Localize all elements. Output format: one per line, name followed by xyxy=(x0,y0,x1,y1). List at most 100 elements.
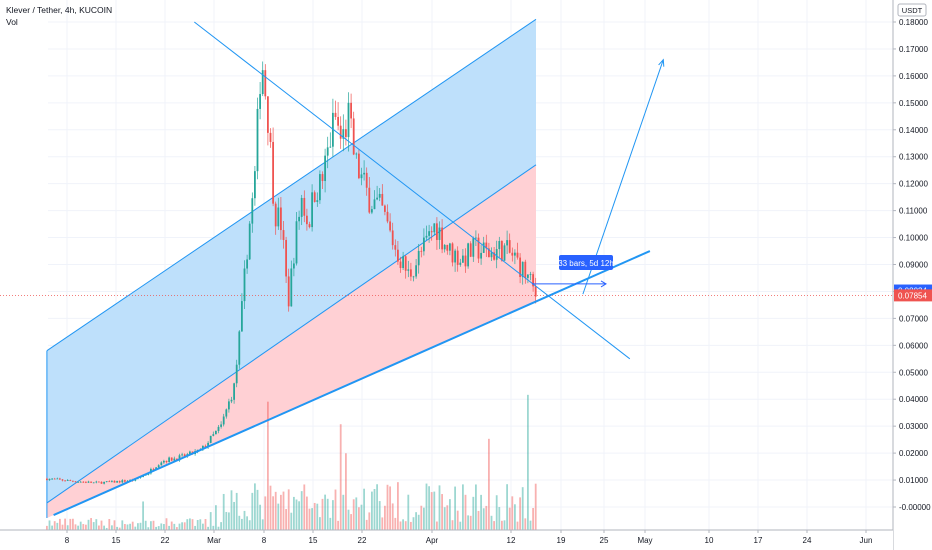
candle-body-183 xyxy=(521,261,524,277)
volume-bar-187 xyxy=(532,507,534,530)
volume-bar-3 xyxy=(53,521,56,530)
drawing-tools[interactable]: 33 bars, 5d 12h xyxy=(53,21,665,516)
volume-bar-22 xyxy=(103,525,105,530)
x-tick-label-0: 8 xyxy=(65,536,70,545)
volume-bar-184 xyxy=(524,518,527,530)
volume-bar-55 xyxy=(189,518,191,530)
chart-legend: Klever / Tether, 4h, KUCOIN Vol xyxy=(6,4,112,28)
volume-bar-122 xyxy=(363,488,365,530)
volume-bar-120 xyxy=(358,507,360,530)
volume-bar-125 xyxy=(371,491,373,530)
volume-bar-138 xyxy=(404,521,407,530)
volume-bar-94 xyxy=(290,512,293,530)
volume-bar-4 xyxy=(56,522,59,530)
y-tick-label-5: 0.13000 xyxy=(899,153,928,162)
volume-bar-53 xyxy=(183,522,186,530)
x-tick-label-8: 12 xyxy=(507,536,516,545)
candle-body-52 xyxy=(181,454,183,456)
support-trendline xyxy=(53,250,651,516)
volume-bar-144 xyxy=(420,505,423,530)
candle-body-93 xyxy=(287,276,290,307)
candle-body-174 xyxy=(498,241,501,250)
candle-body-175 xyxy=(501,241,503,261)
candle-body-102 xyxy=(311,192,313,228)
x-tick-label-5: 15 xyxy=(309,536,318,545)
candle-body-116 xyxy=(347,102,350,138)
candle-body-178 xyxy=(508,240,511,253)
candle-body-173 xyxy=(495,249,498,260)
volume-bar-188 xyxy=(534,483,537,530)
volume-bar-89 xyxy=(277,503,280,530)
x-tick-label-9: 19 xyxy=(557,536,566,545)
volume-bar-60 xyxy=(202,523,204,530)
volume-bar-97 xyxy=(298,501,300,530)
volume-bar-31 xyxy=(126,524,129,530)
volume-bar-46 xyxy=(165,518,168,530)
volume-bar-62 xyxy=(207,526,209,530)
candle-body-160 xyxy=(462,255,464,263)
candle-body-10 xyxy=(72,480,74,482)
candle-body-136 xyxy=(399,261,402,269)
candle-body-150 xyxy=(436,223,438,240)
candle-body-49 xyxy=(173,458,176,461)
candle-body-156 xyxy=(451,243,454,263)
volume-bar-8 xyxy=(66,525,69,530)
volume-bar-59 xyxy=(199,519,202,530)
candle-body-44 xyxy=(160,462,163,466)
y-tick-label-16: 0.02000 xyxy=(899,449,928,458)
volume-bar-12 xyxy=(77,525,79,530)
candle-body-145 xyxy=(423,237,425,252)
volume-bar-112 xyxy=(337,520,339,530)
volume-bar-172 xyxy=(493,521,495,530)
x-tick-label-7: Apr xyxy=(426,536,439,545)
volume-bar-150 xyxy=(436,521,438,530)
channel-mid-line xyxy=(46,164,537,504)
candle-body-187 xyxy=(532,274,534,287)
volume-bars xyxy=(46,394,537,530)
volume-bar-128 xyxy=(378,501,381,530)
candle-body-115 xyxy=(345,129,347,138)
volume-bar-86 xyxy=(269,485,272,530)
volume-bar-51 xyxy=(178,523,181,530)
candle-body-47 xyxy=(168,457,170,463)
volume-bar-24 xyxy=(108,518,111,530)
volume-bar-157 xyxy=(454,486,456,530)
volume-bar-111 xyxy=(334,489,337,530)
candle-body-129 xyxy=(381,193,384,206)
candle-body-69 xyxy=(225,409,228,417)
candle-body-13 xyxy=(79,481,82,483)
channel-upper-line xyxy=(46,18,537,352)
volume-bar-5 xyxy=(59,518,61,530)
volume-bar-70 xyxy=(228,512,230,530)
x-tick-label-14: 24 xyxy=(803,536,812,545)
candle-body-62 xyxy=(207,442,209,447)
y-tick-label-7: 0.11000 xyxy=(899,207,928,216)
volume-bar-88 xyxy=(274,491,277,530)
volume-bar-92 xyxy=(285,509,287,530)
volume-bar-71 xyxy=(230,490,233,530)
y-tick-label-4: 0.14000 xyxy=(899,126,928,135)
candle-body-177 xyxy=(506,240,508,246)
y-tick-label-1: 0.17000 xyxy=(899,45,928,54)
range-measure-arrow xyxy=(600,280,607,288)
candle-body-114 xyxy=(342,129,345,139)
candle-body-167 xyxy=(480,252,482,259)
y-tick-label-8: 0.10000 xyxy=(899,234,928,243)
candle-body-70 xyxy=(228,401,230,410)
volume-bar-100 xyxy=(306,496,308,530)
candle-body-104 xyxy=(316,200,319,202)
volume-bar-171 xyxy=(490,515,493,530)
y-tick-label-9: 0.09000 xyxy=(899,261,928,270)
volume-bar-34 xyxy=(134,526,137,530)
candle-body-162 xyxy=(467,243,469,267)
volume-bar-74 xyxy=(238,515,241,530)
candle-body-87 xyxy=(272,141,274,204)
x-tick-label-1: 15 xyxy=(112,536,121,545)
volume-bar-79 xyxy=(251,492,254,530)
candle-body-120 xyxy=(358,153,360,179)
candle-body-17 xyxy=(90,481,92,483)
volume-bar-20 xyxy=(98,525,100,530)
volume-bar-11 xyxy=(74,524,77,530)
volume-bar-72 xyxy=(233,501,235,530)
